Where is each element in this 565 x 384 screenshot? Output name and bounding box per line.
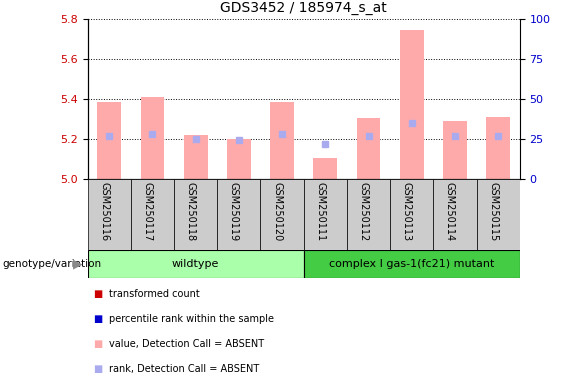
Text: complex I gas-1(fc21) mutant: complex I gas-1(fc21) mutant — [329, 259, 494, 269]
Bar — [174, 179, 217, 250]
Text: transformed count: transformed count — [109, 289, 200, 299]
Bar — [88, 250, 304, 278]
Text: GSM250113: GSM250113 — [402, 182, 412, 241]
Title: GDS3452 / 185974_s_at: GDS3452 / 185974_s_at — [220, 2, 387, 15]
Bar — [433, 179, 477, 250]
Bar — [141, 97, 164, 179]
Bar — [227, 139, 251, 179]
Text: GSM250111: GSM250111 — [315, 182, 325, 241]
Text: percentile rank within the sample: percentile rank within the sample — [109, 314, 274, 324]
Bar — [314, 158, 337, 179]
Bar — [184, 135, 207, 179]
Bar — [357, 118, 380, 179]
Bar — [477, 179, 520, 250]
Text: GSM250120: GSM250120 — [272, 182, 282, 242]
Text: ■: ■ — [93, 289, 102, 299]
Text: value, Detection Call = ABSENT: value, Detection Call = ABSENT — [109, 339, 264, 349]
Bar — [486, 117, 510, 179]
Text: ■: ■ — [93, 339, 102, 349]
Bar — [97, 102, 121, 179]
Bar — [443, 121, 467, 179]
Bar — [131, 179, 174, 250]
Text: GSM250119: GSM250119 — [229, 182, 239, 241]
Bar — [304, 179, 347, 250]
Bar — [304, 250, 520, 278]
Text: GSM250118: GSM250118 — [186, 182, 195, 241]
Text: ▶: ▶ — [73, 258, 83, 270]
Bar — [88, 179, 131, 250]
Text: GSM250112: GSM250112 — [359, 182, 368, 242]
Bar — [270, 102, 294, 179]
Text: GSM250117: GSM250117 — [142, 182, 153, 242]
Bar — [218, 179, 260, 250]
Text: genotype/variation: genotype/variation — [3, 259, 102, 269]
Text: ■: ■ — [93, 364, 102, 374]
Bar — [400, 30, 424, 179]
Text: ■: ■ — [93, 314, 102, 324]
Bar — [347, 179, 390, 250]
Text: GSM250114: GSM250114 — [445, 182, 455, 241]
Text: GSM250115: GSM250115 — [488, 182, 498, 242]
Text: GSM250116: GSM250116 — [99, 182, 109, 241]
Text: wildtype: wildtype — [172, 259, 219, 269]
Bar — [390, 179, 433, 250]
Text: rank, Detection Call = ABSENT: rank, Detection Call = ABSENT — [109, 364, 259, 374]
Bar — [260, 179, 304, 250]
